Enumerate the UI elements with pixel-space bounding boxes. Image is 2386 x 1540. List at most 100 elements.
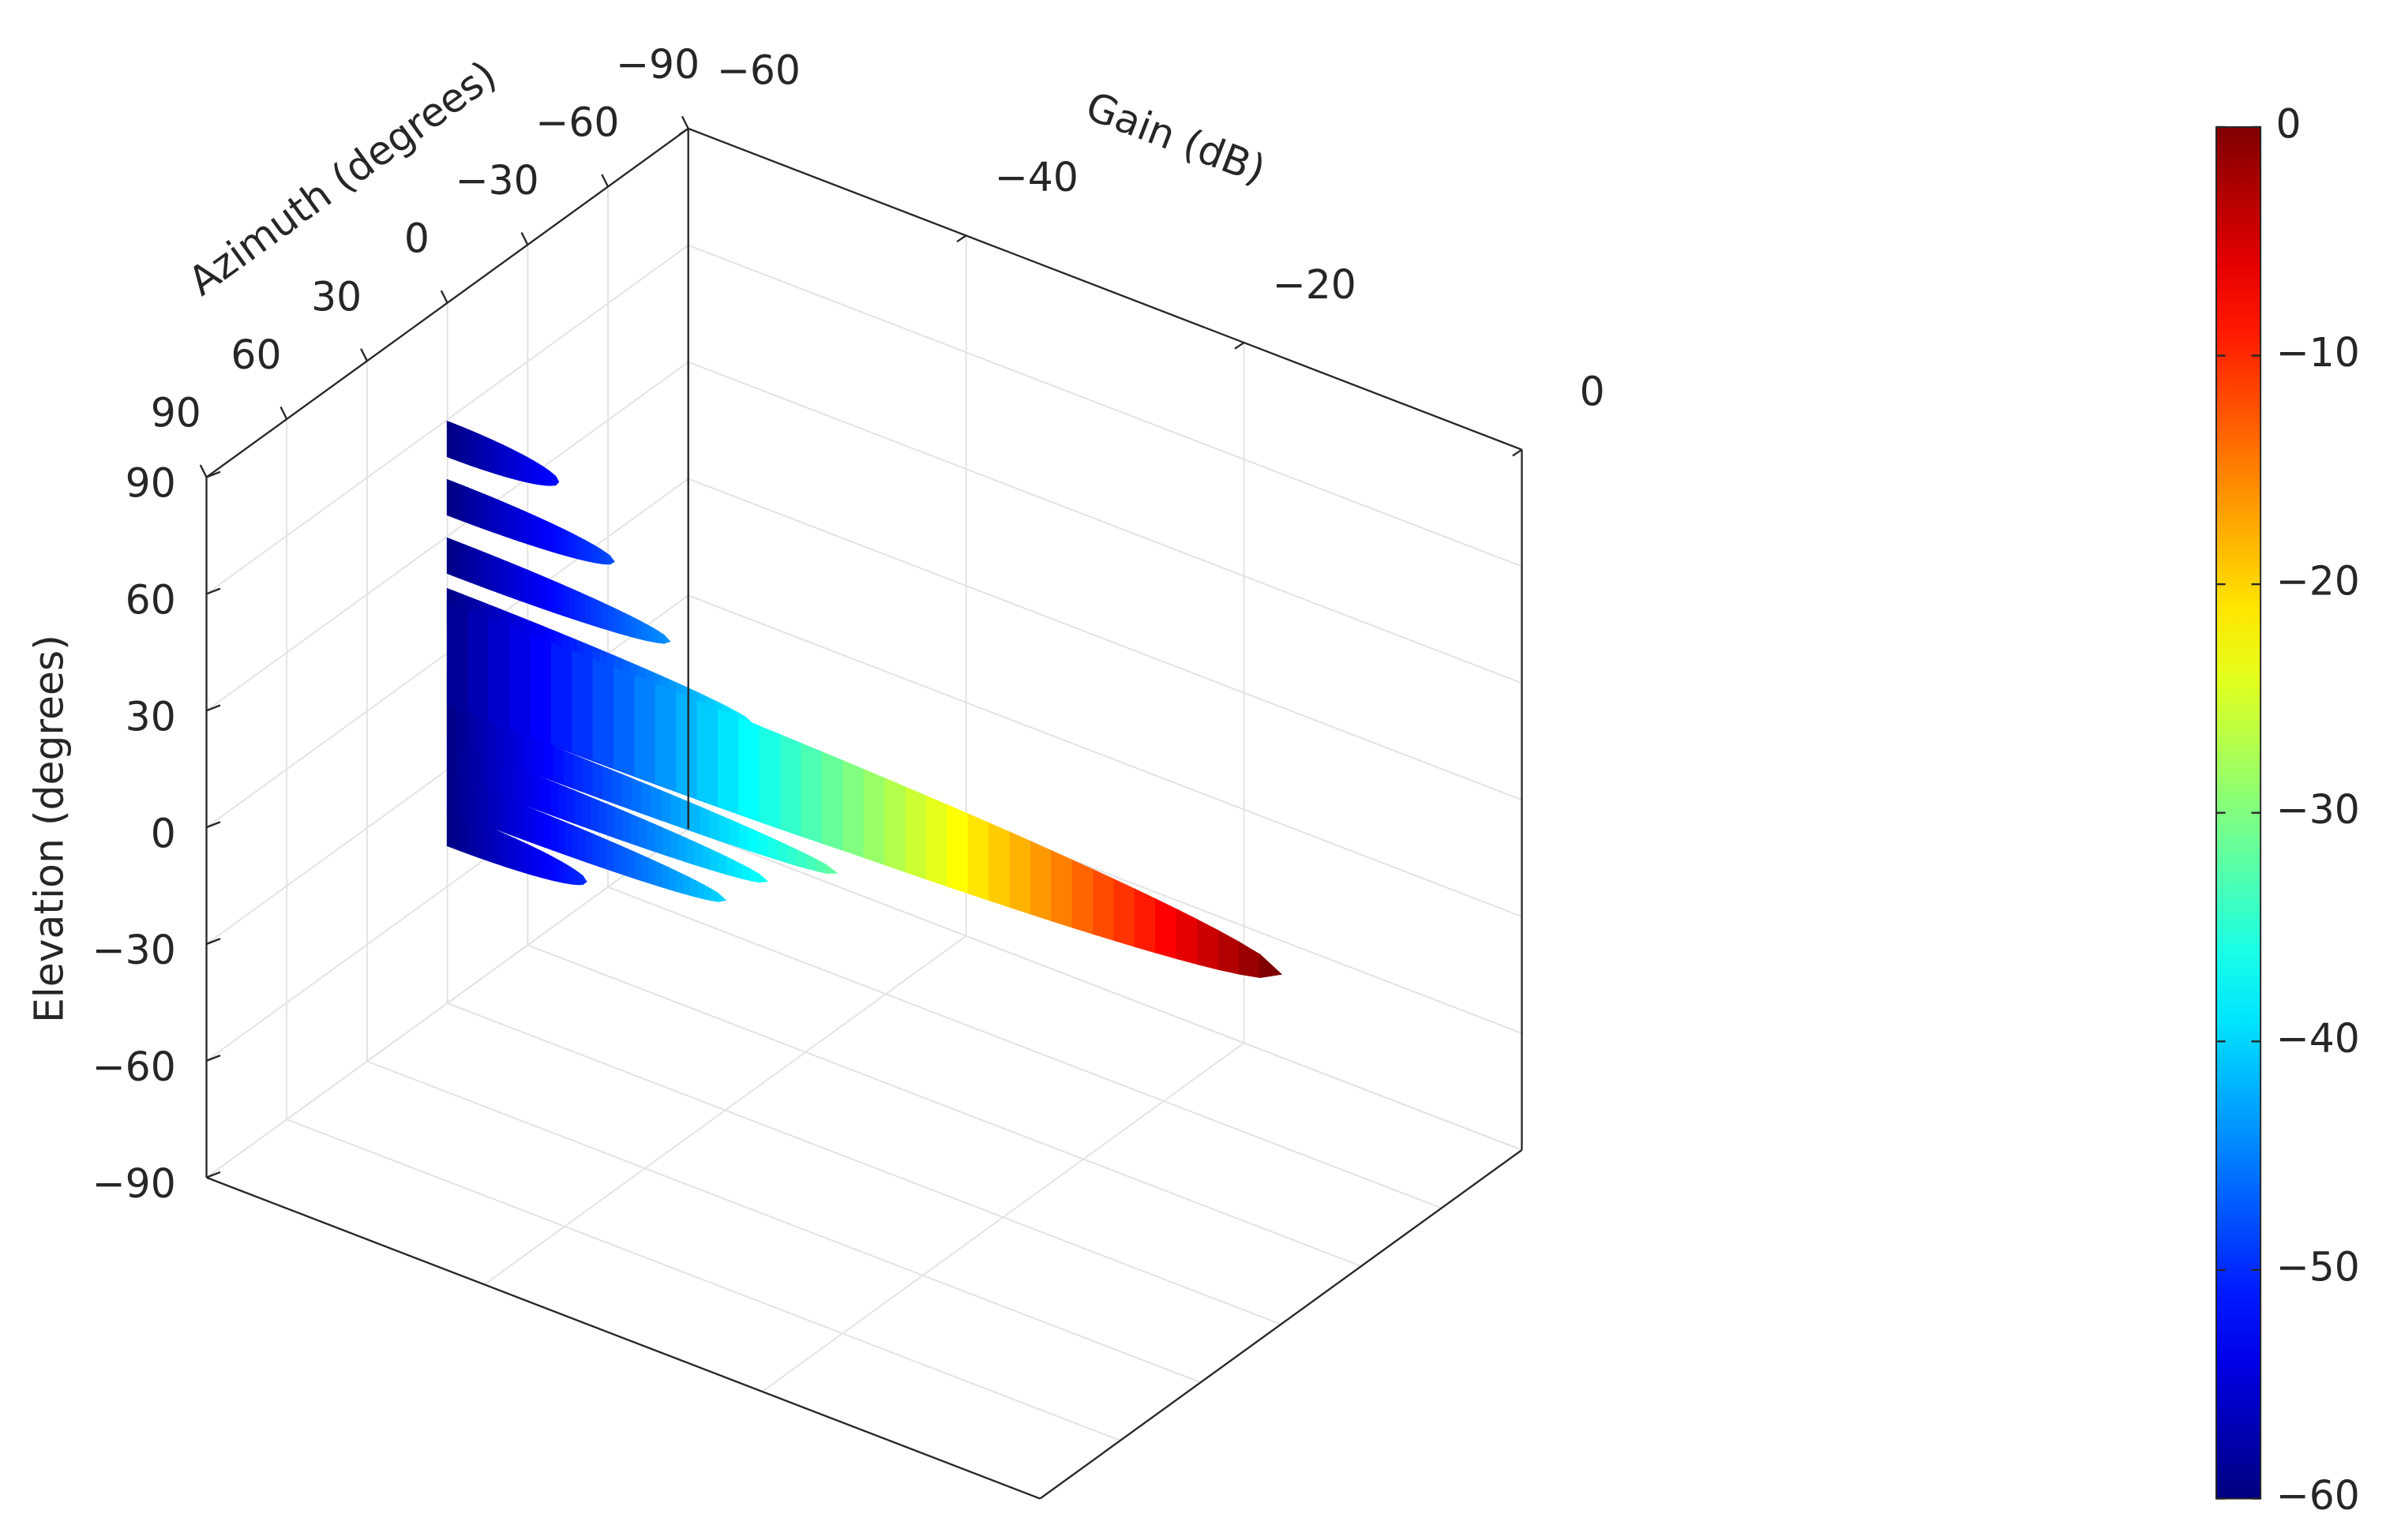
lobe-slice (480, 550, 487, 590)
lobe-slice (905, 786, 928, 880)
lobe (446, 601, 1283, 979)
lobe-slice (634, 675, 657, 784)
lobe-slice (619, 609, 626, 636)
lobe-slice (495, 723, 507, 764)
lobe-slice (446, 537, 454, 577)
lobe-slice (711, 888, 719, 902)
lobe-slice (563, 584, 571, 619)
colorbar-tick-label: −40 (2276, 1015, 2360, 1062)
lobe-slice (544, 813, 553, 851)
lobe-slice (446, 740, 456, 780)
y-tick-label: −60 (92, 1044, 175, 1090)
lobe-slice (497, 556, 504, 595)
lobe-slice (558, 784, 568, 822)
lobe-slice (467, 609, 490, 721)
lobe-slice (925, 795, 948, 887)
lobe-slice (729, 819, 740, 849)
lobe-slice (590, 796, 600, 834)
lobe-slice (806, 853, 818, 872)
lobe-slice (502, 761, 512, 801)
lobe-slice (495, 793, 504, 833)
lobe-slice (471, 489, 478, 527)
lobe-slice (863, 769, 886, 866)
x-tick-label: 30 (311, 273, 362, 320)
lobe-slice (572, 650, 595, 760)
grid-line (688, 244, 1522, 568)
tick (956, 234, 967, 243)
tick (206, 1055, 221, 1062)
lobe-slice (641, 854, 650, 884)
lobe-slice (689, 802, 701, 835)
lobe-slice (636, 618, 643, 640)
lobe-slice (567, 530, 573, 558)
lobe-slice (602, 766, 613, 804)
lobe-slice (459, 483, 465, 523)
lobe-slice (592, 658, 615, 768)
lobe-slice (631, 777, 643, 815)
lobe-slice (517, 508, 523, 543)
lobe-slice (451, 480, 456, 519)
lobe-slice (612, 770, 624, 807)
grid-line (483, 935, 967, 1286)
lobe-slice (505, 727, 516, 768)
lobe-slice (542, 777, 552, 816)
lobe-slice (484, 493, 490, 532)
lobe-slice (494, 758, 505, 798)
colorbar-tick-label: −60 (2276, 1472, 2360, 1519)
grid-line (527, 944, 1362, 1268)
lobe-slice (669, 867, 677, 893)
lobe-slice (530, 571, 538, 607)
lobe-slice (1071, 859, 1094, 935)
surface (446, 420, 1283, 979)
lobe-slice (534, 515, 540, 549)
lobe-slice (572, 533, 578, 560)
lobe-slice (703, 884, 712, 901)
lobe-slice (526, 511, 531, 546)
lobe-slice (463, 485, 469, 524)
lobe-slice (585, 594, 593, 626)
lobe-slice (654, 823, 664, 856)
lobe-slice (557, 582, 565, 616)
tick (678, 127, 689, 136)
grid-line (688, 594, 1522, 918)
y-tick-label: −30 (92, 927, 175, 973)
lobe-slice (557, 819, 566, 856)
lobe-slice (453, 777, 462, 817)
lobe-slice (544, 742, 555, 782)
z-tick-label: −20 (1273, 261, 1356, 308)
lobe-slice (541, 575, 549, 611)
lobe-slice (572, 754, 584, 793)
grid-line (205, 244, 689, 595)
lobe-slice (475, 548, 482, 587)
lobe-slice (601, 549, 606, 565)
lobe-slice (467, 487, 474, 526)
lobe-slice (967, 813, 990, 901)
lobe-slice (580, 592, 587, 624)
lobe-slice (734, 860, 744, 880)
lobe-slice (574, 590, 582, 622)
lobe-slice (555, 474, 560, 486)
z-tick-label: −40 (995, 154, 1079, 200)
axis-line (688, 127, 1522, 451)
lobe-slice (630, 813, 640, 847)
y-tick-label: −90 (92, 1160, 175, 1207)
lobe-slice (509, 799, 518, 838)
lobe-slice (1197, 919, 1219, 970)
grid-line (286, 1118, 1121, 1441)
lobe-slice (801, 743, 823, 844)
lobe-slice (535, 572, 543, 609)
lobe-slice (622, 810, 632, 845)
lobe-slice (606, 803, 616, 839)
lobe-slice (475, 716, 487, 757)
lobe-slice (582, 793, 592, 830)
lobe-slice (454, 742, 464, 783)
grid-line (205, 361, 689, 712)
lobe-slice (592, 762, 604, 800)
lobe-slice (463, 543, 471, 583)
x-tick-label: −30 (455, 157, 538, 204)
lobe-slice (621, 774, 633, 811)
tick (206, 704, 221, 712)
lobe-slice (550, 523, 557, 553)
lobe-slice (676, 691, 699, 799)
